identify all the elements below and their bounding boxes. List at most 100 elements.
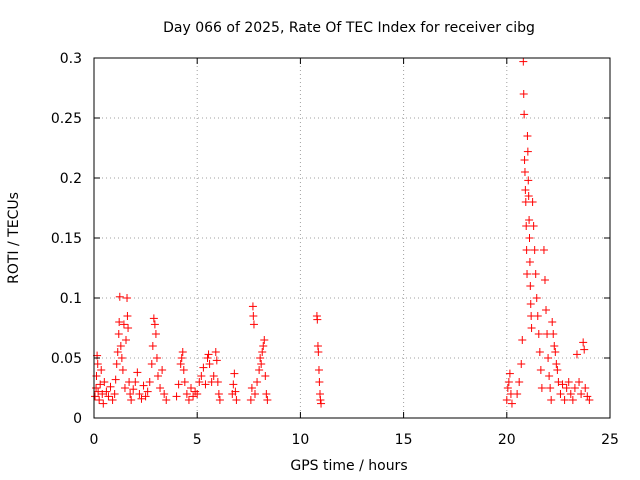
data-point <box>106 382 115 391</box>
data-point <box>568 396 577 404</box>
data-point <box>552 360 561 368</box>
data-point <box>95 396 104 404</box>
data-point <box>120 384 129 392</box>
data-point <box>201 380 210 389</box>
data-point <box>182 390 191 398</box>
data-point <box>108 396 117 404</box>
data-point <box>189 392 198 401</box>
data-point <box>145 378 154 386</box>
y-tick-label: 0.1 <box>60 291 82 307</box>
data-point <box>257 360 266 368</box>
data-point <box>156 384 165 392</box>
data-point <box>507 399 516 408</box>
data-point <box>503 384 512 392</box>
data-point <box>94 387 103 396</box>
data-point <box>521 198 530 206</box>
data-point <box>126 390 135 398</box>
data-point <box>581 384 590 392</box>
data-point <box>249 320 258 329</box>
y-axis-ticks: 0 0.05 0.1 0.15 0.2 0.25 0.3 <box>51 51 610 427</box>
data-point <box>524 176 533 185</box>
data-point <box>115 292 124 301</box>
data-point <box>141 392 150 401</box>
data-point <box>544 354 553 362</box>
data-point <box>230 369 239 378</box>
data-point <box>533 312 542 320</box>
data-point <box>517 360 526 368</box>
data-point <box>558 380 567 389</box>
data-point <box>137 394 146 403</box>
data-point <box>162 396 171 404</box>
data-point <box>564 378 573 386</box>
data-point <box>562 384 571 392</box>
data-point <box>248 302 257 311</box>
x-tick-label: 10 <box>291 432 309 448</box>
data-point <box>523 270 532 278</box>
data-point <box>172 392 181 401</box>
data-point <box>502 396 511 404</box>
y-tick-label: 0 <box>73 411 82 427</box>
data-point <box>127 396 136 404</box>
data-point <box>129 385 138 394</box>
data-point <box>526 300 535 308</box>
data-point <box>114 330 123 338</box>
data-point <box>229 380 238 389</box>
data-point <box>176 360 185 368</box>
data-point <box>213 378 222 386</box>
data-point <box>526 282 535 290</box>
data-point <box>535 348 544 356</box>
data-point <box>524 192 533 200</box>
data-point <box>135 390 144 398</box>
data-point <box>100 378 109 386</box>
data-point <box>104 392 113 401</box>
data-point <box>117 354 126 362</box>
data-point <box>523 132 532 140</box>
data-point <box>124 324 133 332</box>
data-point <box>577 390 586 398</box>
data-point <box>193 390 202 398</box>
data-point <box>199 363 208 372</box>
data-point <box>534 330 543 338</box>
y-tick-label: 0.15 <box>51 231 82 247</box>
data-point <box>93 360 102 368</box>
data-point <box>97 366 106 374</box>
data-point <box>539 246 548 254</box>
data-point <box>546 384 555 392</box>
data-point <box>261 372 270 380</box>
data-point <box>158 366 167 374</box>
data-point <box>179 366 188 374</box>
data-point <box>184 396 193 404</box>
data-point <box>528 198 537 206</box>
data-point <box>195 378 204 386</box>
data-point <box>102 387 111 396</box>
data-point <box>99 399 108 408</box>
data-point <box>139 381 148 390</box>
data-point <box>523 147 532 156</box>
data-point <box>253 378 262 386</box>
y-tick-label: 0.05 <box>51 351 82 367</box>
data-point <box>313 315 322 324</box>
data-point <box>520 168 529 176</box>
data-point <box>174 380 183 389</box>
data-point <box>209 372 218 380</box>
data-point <box>316 396 325 404</box>
data-point <box>556 390 565 398</box>
data-point <box>187 384 196 392</box>
x-tick-label: 25 <box>601 432 619 448</box>
data-point <box>519 90 528 98</box>
data-point <box>150 320 159 329</box>
data-point <box>123 312 132 320</box>
data-point <box>553 366 562 374</box>
x-tick-label: 20 <box>498 432 516 448</box>
data-point <box>263 396 272 404</box>
data-point <box>232 396 241 404</box>
data-point <box>549 330 558 338</box>
data-point <box>314 366 323 374</box>
data-point <box>537 384 546 392</box>
data-point <box>148 342 157 350</box>
data-point <box>153 372 162 380</box>
data-point <box>119 320 128 329</box>
data-point <box>110 390 119 398</box>
data-point <box>522 222 531 230</box>
